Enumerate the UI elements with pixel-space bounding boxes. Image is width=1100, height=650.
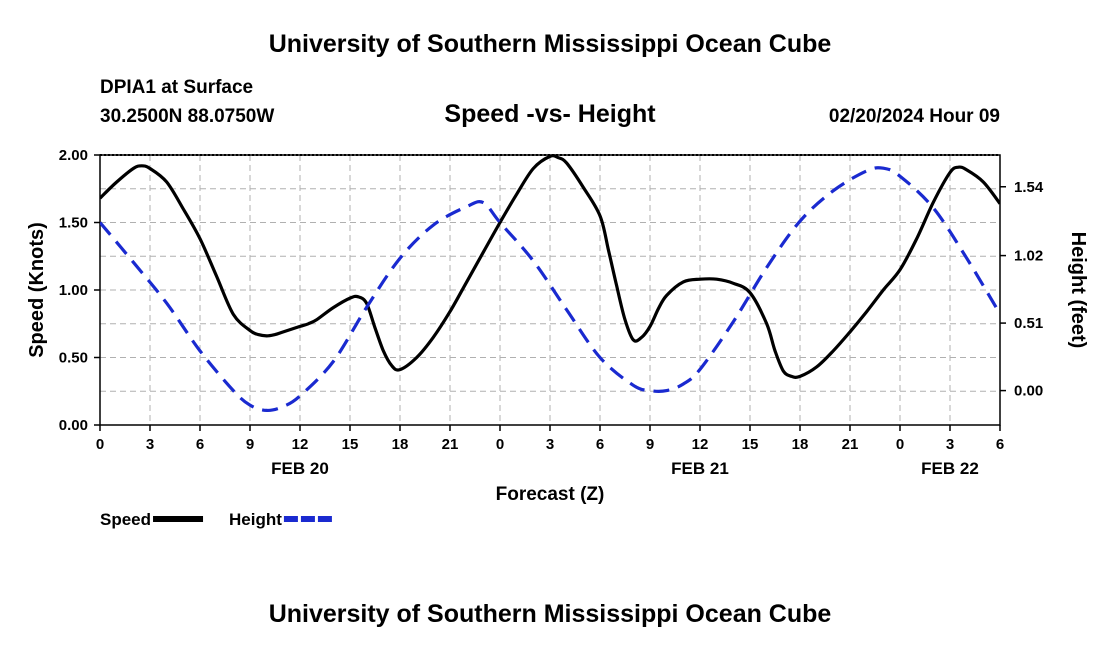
station-label: DPIA1 at Surface — [100, 77, 254, 98]
x-tick-label: 9 — [246, 436, 254, 453]
datetime-label: 02/20/2024 Hour 09 — [828, 106, 1000, 127]
legend-label: Speed — [100, 510, 151, 529]
x-tick-label: 18 — [792, 436, 809, 453]
date-label: FEB 21 — [671, 459, 729, 478]
grid — [100, 155, 1000, 425]
x-tick-label: 0 — [496, 436, 504, 453]
x-tick-label: 0 — [96, 436, 104, 453]
date-label: FEB 20 — [271, 459, 329, 478]
y-tick-label: 0.00 — [59, 417, 88, 434]
y2-tick-label: 0.00 — [1014, 383, 1043, 400]
x-tick-label: 6 — [996, 436, 1004, 453]
y2-tick-label: 0.51 — [1014, 315, 1043, 332]
x-tick-label: 6 — [196, 436, 204, 453]
x-tick-label: 3 — [946, 436, 954, 453]
y-axis-label: Speed (Knots) — [26, 222, 48, 358]
main-title: University of Southern Mississippi Ocean… — [268, 30, 832, 58]
x-tick-label: 12 — [692, 436, 709, 453]
y2-tick-label: 1.54 — [1014, 179, 1044, 196]
chart-title: Speed -vs- Height — [444, 100, 656, 128]
footer-title: University of Southern Mississippi Ocean… — [268, 600, 832, 628]
y-tick-label: 2.00 — [59, 147, 88, 164]
x-tick-label: 3 — [146, 436, 154, 453]
x-tick-label: 15 — [742, 436, 759, 453]
series-line-speed — [100, 154, 1000, 379]
x-tick-label: 12 — [292, 436, 309, 453]
y2-tick-label: 1.02 — [1014, 248, 1043, 265]
y-tick-label: 1.50 — [59, 215, 88, 232]
x-tick-label: 0 — [896, 436, 904, 453]
x-tick-label: 21 — [442, 436, 459, 453]
x-tick-label: 15 — [342, 436, 359, 453]
y-tick-label: 0.50 — [59, 350, 88, 367]
date-label: FEB 22 — [921, 459, 979, 478]
x-tick-label: 21 — [842, 436, 859, 453]
series-line-height — [100, 166, 1000, 413]
x-tick-label: 18 — [392, 436, 409, 453]
x-tick-label: 3 — [546, 436, 554, 453]
legend-label: Height — [229, 510, 282, 529]
coordinates-label: 30.2500N 88.0750W — [100, 106, 275, 127]
y-tick-label: 1.00 — [59, 282, 88, 299]
x-tick-label: 6 — [596, 436, 604, 453]
x-tick-label: 9 — [646, 436, 654, 453]
x-axis-label: Forecast (Z) — [496, 484, 605, 505]
y2-axis-label: Height (feet) — [1067, 232, 1089, 349]
